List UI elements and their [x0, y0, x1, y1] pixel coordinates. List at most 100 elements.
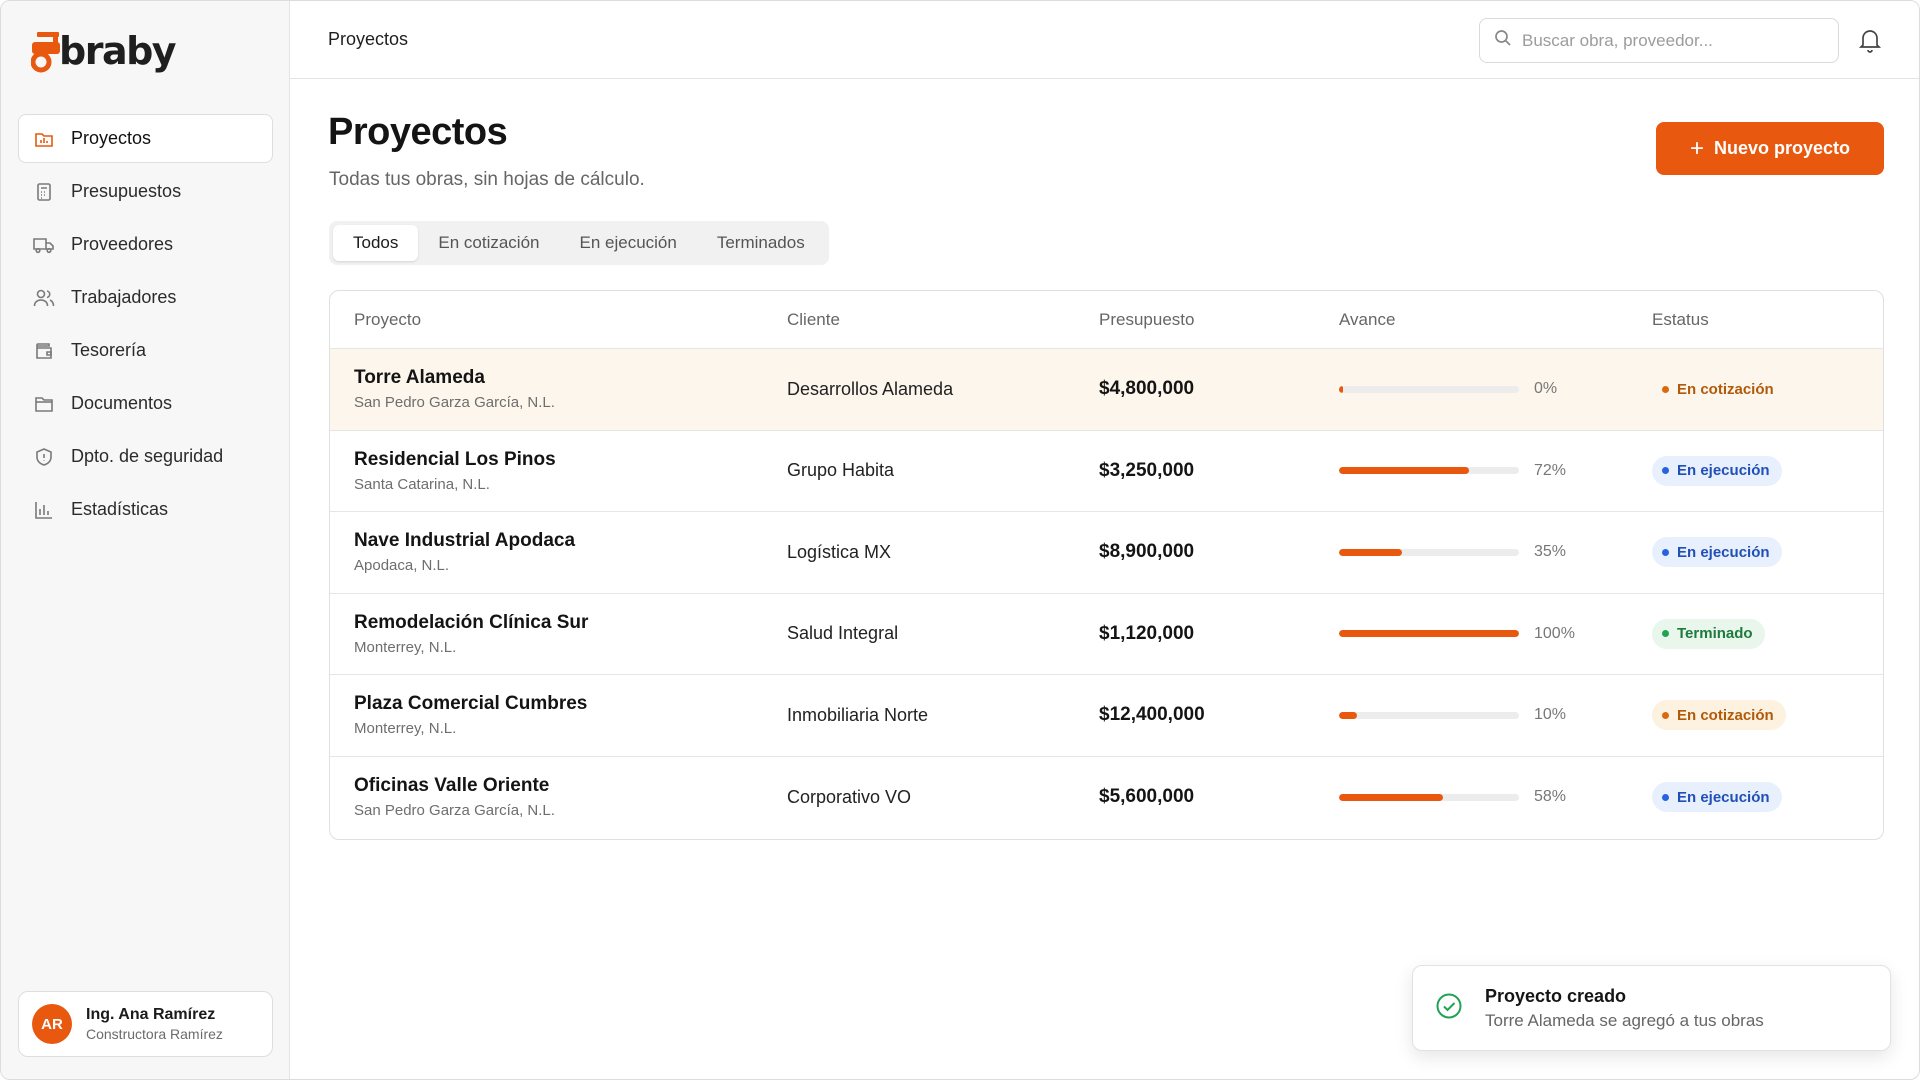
status-cell: En ejecución [1652, 782, 1883, 813]
status-dot [1662, 711, 1669, 719]
new-project-button[interactable]: + Nuevo proyecto [1656, 122, 1884, 175]
progress-cell: 100% [1339, 625, 1652, 643]
user-profile-card[interactable]: AR Ing. Ana Ramírez Constructora Ramírez [18, 991, 273, 1057]
folder-icon [33, 393, 55, 415]
column-header-presupuesto[interactable]: Presupuesto [1099, 309, 1195, 329]
status-cell: En ejecución [1652, 537, 1883, 568]
plus-icon: + [1689, 134, 1704, 162]
status-dot [1662, 467, 1669, 475]
logo[interactable]: braby [31, 23, 177, 79]
project-name[interactable]: Residencial Los Pinos [354, 448, 556, 470]
status-dot [1662, 548, 1669, 556]
avatar: AR [32, 1004, 72, 1044]
calculator-icon [33, 181, 55, 203]
status-cell: En cotización [1652, 374, 1883, 404]
project-location: San Pedro Garza García, N.L. [354, 394, 555, 412]
table-row[interactable]: Torre Alameda San Pedro Garza García, N.L… [330, 349, 1883, 431]
project-budget: $5,600,000 [1099, 786, 1195, 808]
progress-fill [1339, 793, 1444, 801]
user-name: Ing. Ana Ramírez [86, 1006, 216, 1023]
table-row[interactable]: Nave Industrial Apodaca Apodaca, N.L. Logí… [330, 512, 1883, 594]
table-body: Torre Alameda San Pedro Garza García, N.L… [330, 349, 1883, 838]
wallet-icon [33, 340, 55, 362]
breadcrumb: Proyectos [328, 29, 409, 49]
tab-en-ejecucion[interactable]: En ejecución [579, 233, 677, 252]
sidebar-item-documentos[interactable]: Documentos [18, 379, 273, 428]
project-name[interactable]: Plaza Comercial Cumbres [354, 693, 588, 715]
column-header-cliente[interactable]: Cliente [787, 309, 840, 329]
table-row[interactable]: Remodelación Clínica Sur Monterrey, N.L. S… [330, 594, 1883, 675]
page-subtitle: Todas tus obras, sin hojas de cálculo. [329, 169, 645, 190]
toast-title: Proyecto creado [1485, 985, 1627, 1006]
project-budget: $4,800,000 [1099, 378, 1195, 400]
project-location: Apodaca, N.L. [354, 557, 450, 575]
sidebar-item-proveedores[interactable]: Proveedores [18, 220, 273, 269]
project-name[interactable]: Nave Industrial Apodaca [354, 530, 576, 552]
bell-icon[interactable] [1858, 27, 1882, 58]
sidebar-item-tesoreria[interactable]: Tesorería [18, 326, 273, 375]
sidebar-item-proyectos[interactable]: Proyectos [18, 114, 273, 163]
search-icon [1494, 29, 1512, 52]
status-label: Terminado [1677, 625, 1753, 643]
progress-percent: 100% [1534, 624, 1575, 642]
client-name: Grupo Habita [787, 460, 895, 481]
sidebar-item-trabajadores[interactable]: Trabajadores [18, 273, 273, 322]
users-icon [33, 287, 55, 309]
search-box[interactable] [1479, 18, 1839, 63]
progress-bar [1339, 793, 1519, 801]
progress-bar [1339, 467, 1519, 475]
table-header: Proyecto Cliente Presupuesto Avance Esta… [330, 291, 1883, 349]
column-header-estatus[interactable]: Estatus [1652, 309, 1709, 329]
column-header-proyecto[interactable]: Proyecto [354, 309, 422, 329]
sidebar-item-label: Proveedores [71, 234, 174, 254]
tab-todos[interactable]: Todos [333, 225, 419, 261]
progress-cell: 58% [1339, 788, 1652, 806]
status-label: En cotización [1677, 380, 1774, 398]
project-name[interactable]: Oficinas Valle Oriente [354, 775, 550, 797]
project-location: Santa Catarina, N.L. [354, 475, 490, 493]
progress-percent: 35% [1534, 543, 1567, 561]
progress-cell: 10% [1339, 706, 1652, 724]
progress-percent: 72% [1534, 461, 1567, 479]
sidebar-item-label: Tesorería [71, 340, 147, 360]
search-input[interactable] [1522, 30, 1822, 51]
chart-folder-icon [33, 128, 55, 150]
status-cell: En cotización [1652, 700, 1883, 731]
progress-bar [1339, 385, 1519, 393]
status-cell: En ejecución [1652, 455, 1883, 486]
status-dot [1662, 793, 1669, 801]
sidebar-item-presupuestos[interactable]: Presupuestos [18, 167, 273, 216]
status-tabs: Todos En cotización En ejecución Termina… [329, 221, 829, 265]
status-label: En ejecución [1677, 462, 1770, 480]
project-cell: Residencial Los Pinos Santa Catarina, N.L… [330, 449, 787, 493]
status-cell: Terminado [1652, 618, 1883, 649]
table-row[interactable]: Residencial Los Pinos Santa Catarina, N.L… [330, 431, 1883, 512]
progress-fill [1339, 467, 1469, 475]
status-badge: Terminado [1652, 618, 1765, 649]
sidebar-item-label: Estadísticas [71, 499, 169, 519]
project-name[interactable]: Remodelación Clínica Sur [354, 611, 589, 633]
toast-notification[interactable]: Proyecto creado Torre Alameda se agregó … [1412, 965, 1891, 1051]
table-row[interactable]: Oficinas Valle Oriente San Pedro Garza Ga… [330, 757, 1883, 839]
progress-cell: 72% [1339, 462, 1652, 480]
sidebar-item-label: Documentos [71, 393, 173, 413]
client-name: Salud Integral [787, 623, 899, 644]
logo-text: braby [59, 29, 177, 73]
tab-en-cotizacion[interactable]: En cotización [438, 233, 540, 252]
project-location: Monterrey, N.L. [354, 638, 457, 656]
project-cell: Nave Industrial Apodaca Apodaca, N.L. [330, 530, 787, 574]
sidebar-item-estadisticas[interactable]: Estadísticas [18, 485, 273, 534]
sidebar-item-label: Presupuestos [71, 181, 182, 201]
status-badge: En ejecución [1652, 455, 1782, 486]
new-project-label: Nuevo proyecto [1713, 138, 1851, 158]
progress-bar [1339, 630, 1519, 638]
status-dot [1662, 385, 1669, 393]
column-header-avance[interactable]: Avance [1339, 309, 1396, 329]
logo-icon [31, 32, 60, 73]
tab-terminados[interactable]: Terminados [716, 233, 805, 252]
sidebar-item-seguridad[interactable]: Dpto. de seguridad [18, 432, 273, 481]
toast-message: Torre Alameda se agregó a tus obras [1485, 1010, 1764, 1030]
table-row[interactable]: Plaza Comercial Cumbres Monterrey, N.L. In… [330, 675, 1883, 757]
project-name[interactable]: Torre Alameda [354, 367, 485, 389]
